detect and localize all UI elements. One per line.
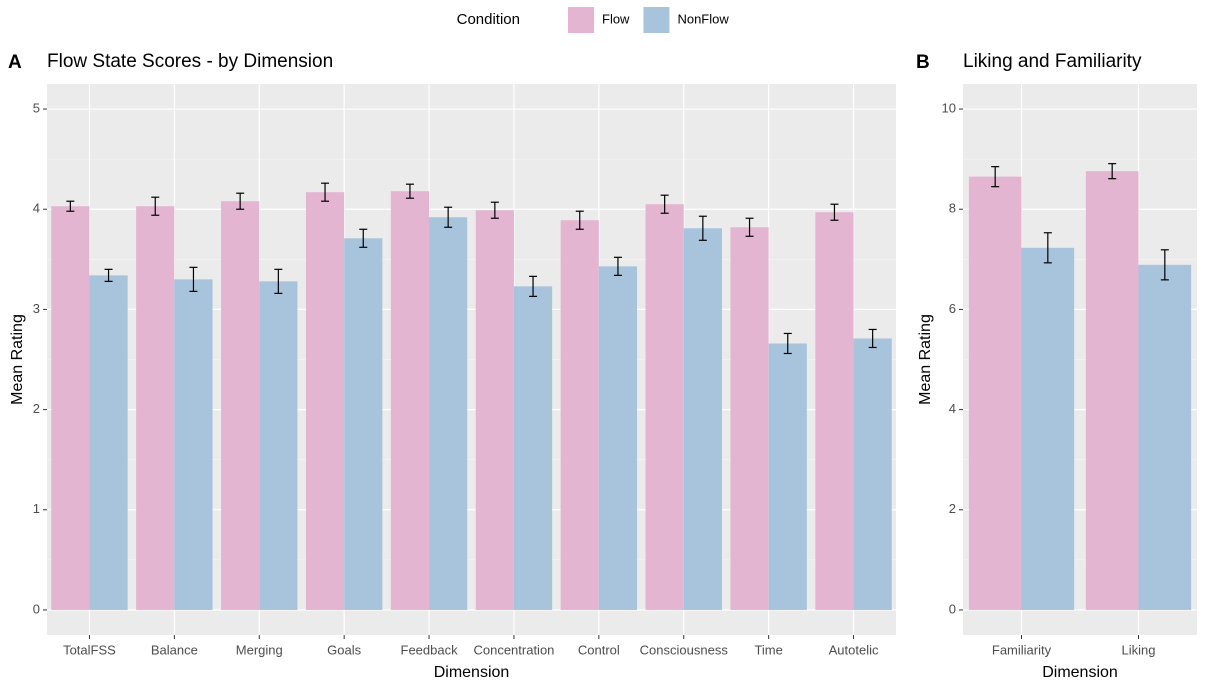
y-tick-label: 2: [949, 501, 956, 516]
error-bar: [830, 203, 839, 221]
x-tick-label: Merging: [236, 642, 283, 657]
y-tick-label: 10: [942, 100, 956, 115]
x-tick-label: Control: [578, 642, 620, 657]
error-bar: [575, 210, 584, 230]
legend-label: NonFlow: [677, 11, 729, 26]
bar: [475, 210, 514, 610]
bar: [815, 212, 854, 610]
error-bar: [189, 266, 198, 292]
error-bar: [660, 194, 669, 214]
bar: [390, 191, 430, 610]
y-tick-label: 0: [33, 601, 40, 616]
error-bar: [613, 256, 622, 276]
error-bar: [698, 215, 707, 241]
bar: [1085, 171, 1139, 610]
error-bar: [1043, 232, 1052, 264]
bar: [598, 266, 638, 610]
x-tick-label: Balance: [151, 642, 198, 657]
error-bar: [104, 268, 113, 282]
error-bar: [274, 268, 283, 294]
x-tick-label: Consciousness: [640, 642, 729, 657]
y-tick-label: 5: [33, 100, 40, 115]
x-axis-title: Dimension: [434, 664, 510, 681]
bar: [344, 238, 383, 610]
bar: [136, 206, 175, 610]
legend-label: Flow: [602, 11, 630, 26]
x-axis-title: Dimension: [1042, 664, 1118, 681]
bar: [51, 206, 90, 610]
error-bar: [868, 328, 877, 349]
x-tick-label: TotalFSS: [63, 642, 116, 657]
y-tick-label: 3: [33, 301, 40, 316]
error-bar: [236, 192, 245, 210]
panel-tag: A: [8, 52, 22, 73]
error-bar: [444, 206, 453, 228]
chart-title: Flow State Scores - by Dimension: [47, 51, 333, 72]
bar: [1021, 247, 1075, 610]
error-bar: [745, 217, 754, 237]
error-bar: [405, 183, 414, 199]
y-tick-label: 6: [949, 301, 956, 316]
error-bar: [529, 275, 538, 297]
y-tick-label: 0: [949, 601, 956, 616]
y-tick-label: 1: [33, 501, 40, 516]
bar: [645, 204, 684, 610]
legend-title: Condition: [457, 11, 520, 28]
bar: [768, 343, 807, 610]
bar: [259, 281, 298, 610]
y-tick-label: 4: [949, 401, 956, 416]
bar: [305, 192, 345, 610]
bar: [221, 201, 260, 610]
y-tick-label: 4: [33, 201, 40, 216]
bar: [968, 176, 1022, 610]
x-tick-label: Goals: [327, 642, 361, 657]
y-tick-label: 8: [949, 201, 956, 216]
bar: [560, 220, 599, 610]
bar: [513, 286, 553, 610]
x-tick-label: Liking: [1122, 642, 1156, 657]
chart-title: Liking and Familiarity: [963, 51, 1142, 72]
bar: [730, 227, 769, 610]
legend-key: [643, 7, 670, 33]
error-bar: [490, 201, 499, 219]
bar: [174, 279, 213, 610]
error-bar: [783, 332, 792, 355]
panel-tag: B: [916, 52, 930, 73]
bar: [429, 217, 468, 610]
y-axis-title: Mean Rating: [9, 314, 26, 405]
error-bar: [1160, 249, 1169, 281]
error-bar: [66, 200, 75, 212]
y-axis-title: Mean Rating: [917, 314, 934, 405]
error-bar: [359, 228, 368, 248]
bar: [89, 275, 128, 610]
error-bar: [1108, 163, 1117, 180]
error-bar: [151, 196, 160, 216]
x-tick-label: Feedback: [401, 642, 459, 657]
x-tick-label: Familiarity: [992, 642, 1052, 657]
bar: [683, 228, 722, 610]
x-tick-label: Autotelic: [829, 642, 879, 657]
y-tick-label: 2: [33, 401, 40, 416]
error-bar: [321, 182, 330, 202]
legend-key: [568, 7, 594, 33]
error-bar: [991, 166, 1000, 188]
bar: [1138, 264, 1192, 610]
x-tick-label: Time: [754, 642, 782, 657]
x-tick-label: Concentration: [473, 642, 554, 657]
bar: [853, 338, 892, 610]
